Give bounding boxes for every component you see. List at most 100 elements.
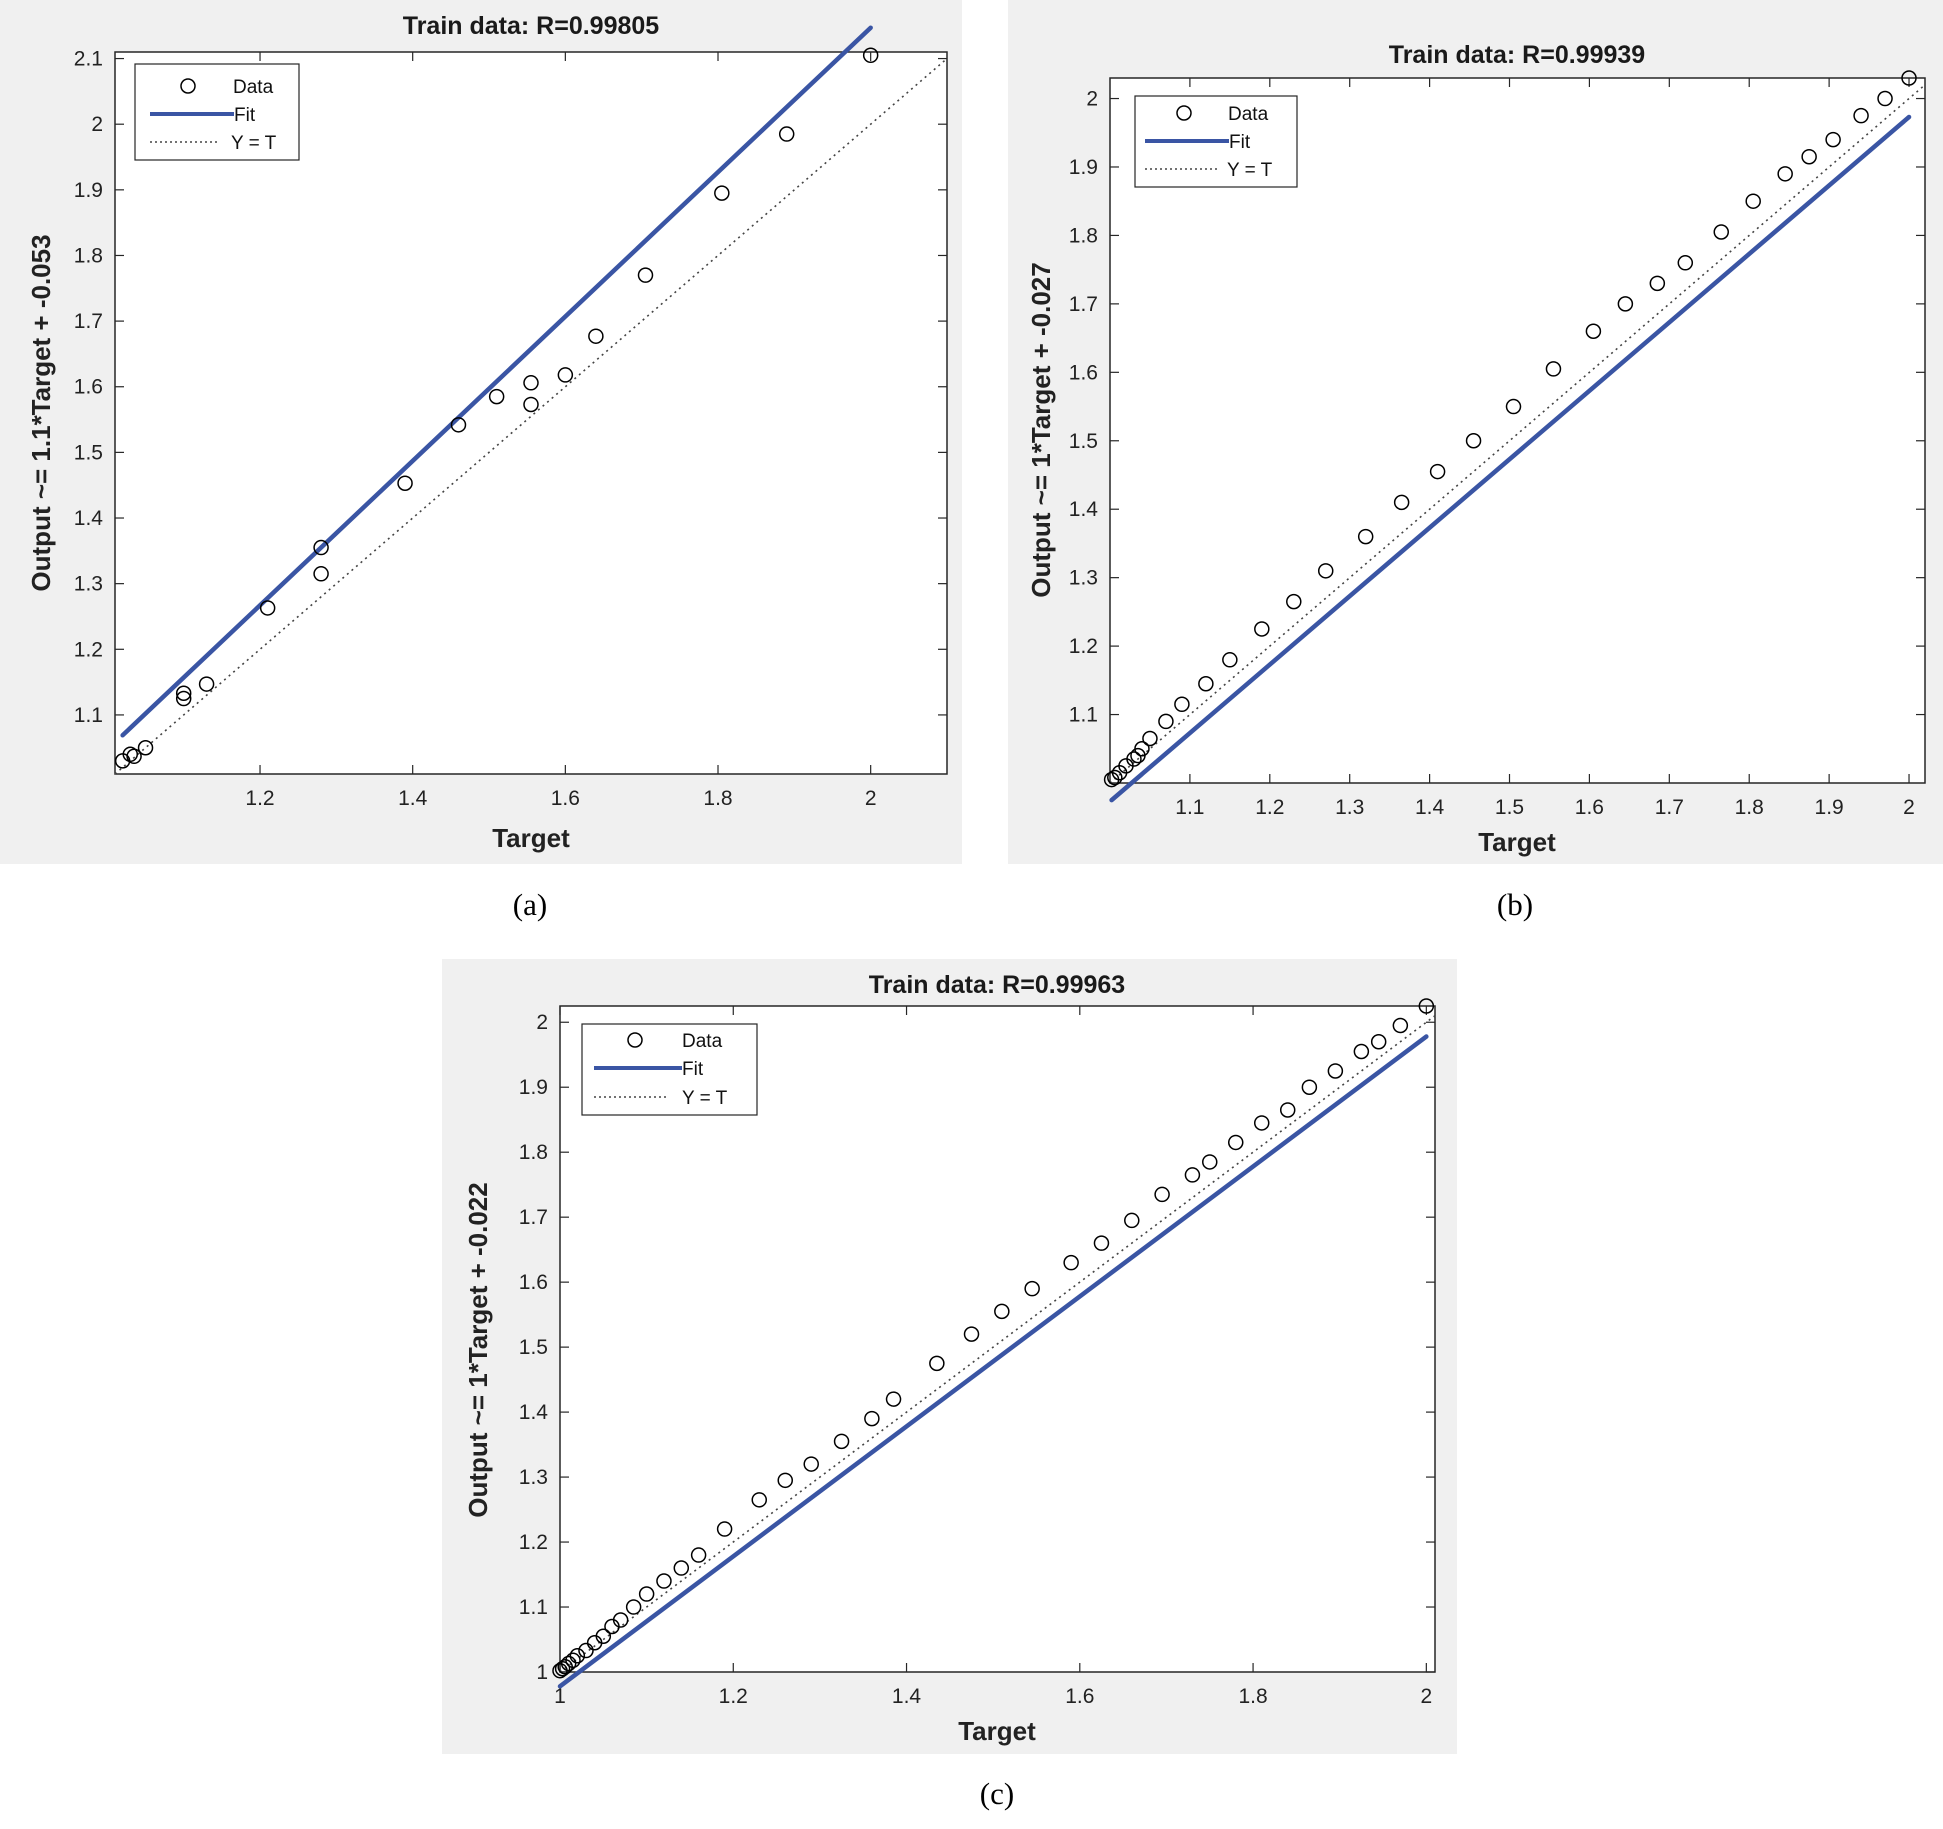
- tick-layer: 1 1.2 1.4 1.6 1.8 2 1 1.1 1.2 1.3 1.4 1.5 1.6 1.7 1.8 1…: [519, 1006, 1435, 1708]
- x-axis-label: Target: [958, 1716, 1036, 1746]
- line-layer: [1109, 84, 1926, 803]
- data-point: [885, 1391, 902, 1407]
- data-point: [637, 267, 654, 283]
- y-tick-label: 1.7: [1069, 293, 1098, 316]
- data-point: [1713, 224, 1729, 240]
- y-tick-label: 1.4: [1069, 498, 1099, 521]
- data-point: [929, 1355, 945, 1372]
- data-points: [552, 998, 1435, 1679]
- data-point: [1063, 1254, 1079, 1271]
- x-tick-label: 2: [1420, 1685, 1432, 1708]
- data-point: [777, 1472, 793, 1489]
- data-point: [625, 1599, 642, 1615]
- chart-panel-a: Train data: R=0.99805 Target Output ~= 1…: [0, 0, 962, 864]
- y-tick-label: 1.4: [519, 1401, 549, 1424]
- tick-layer: 1.2 1.4 1.6 1.8 2 1.1 1.2 1.3 1.4 1.5 1.6 1.7 1.8 1.9…: [74, 48, 947, 810]
- data-point: [578, 1642, 594, 1659]
- data-point: [1253, 1115, 1270, 1131]
- data-point: [259, 600, 276, 616]
- x-tick-label: 1.6: [1575, 796, 1604, 819]
- plot-area: [1109, 77, 1926, 784]
- data-point: [313, 539, 329, 556]
- caption-b: (b): [1497, 887, 1533, 922]
- data-point: [523, 396, 539, 413]
- data-point: [1227, 1134, 1244, 1151]
- y-tick-label: 2: [1086, 88, 1098, 111]
- chart-title: Train data: R=0.99805: [403, 12, 659, 40]
- data-point: [175, 690, 192, 707]
- x-tick-label: 1.1: [1175, 796, 1204, 819]
- x-tick-label: 1.6: [551, 787, 580, 810]
- chart-panel-c: Train data: R=0.99963 Target Output ~= 1…: [442, 959, 1457, 1754]
- data-point: [1158, 713, 1174, 730]
- y-tick-label: 1.3: [1069, 567, 1098, 590]
- data-point: [1093, 1235, 1110, 1251]
- data-point: [751, 1492, 768, 1508]
- x-tick-label: 1.7: [1655, 796, 1684, 819]
- x-tick-label: 1.5: [1495, 796, 1524, 819]
- y-tick-label: 1.9: [74, 179, 103, 202]
- y-tick-label: 1.5: [74, 441, 103, 464]
- data-point: [1357, 528, 1374, 545]
- plot-area: [114, 51, 948, 775]
- y-tick-label: 2.1: [74, 48, 103, 71]
- data-point: [1877, 90, 1893, 107]
- data-point: [1393, 494, 1410, 511]
- y-axis-label: Output ~= 1*Target + -0.027: [1026, 262, 1056, 597]
- data-point: [1198, 676, 1214, 692]
- x-tick-label: 1: [554, 1685, 566, 1708]
- legend: Data Fit Y = T: [581, 1023, 758, 1116]
- chart-title: Train data: R=0.99939: [1389, 41, 1645, 69]
- y-tick-label: 1.2: [74, 638, 103, 661]
- y-tick-label: 1.6: [74, 376, 103, 399]
- x-tick-label: 2: [865, 787, 877, 810]
- data-point: [1124, 1212, 1140, 1229]
- caption-c: (c): [980, 1776, 1014, 1811]
- legend-data-label: Data: [1228, 104, 1269, 125]
- data-point: [595, 1628, 612, 1645]
- y-tick-label: 1.7: [74, 310, 103, 333]
- line-layer: [114, 25, 948, 775]
- y-tick-label: 1.3: [74, 573, 103, 596]
- data-point: [1353, 1043, 1370, 1060]
- y-tick-label: 1.8: [1069, 224, 1098, 247]
- data-point: [1202, 1154, 1218, 1170]
- data-point: [673, 1560, 690, 1576]
- data-point: [716, 1521, 733, 1537]
- x-tick-label: 1.8: [1735, 796, 1764, 819]
- chart-title: Train data: R=0.99963: [869, 971, 1125, 999]
- data-point: [1134, 741, 1150, 757]
- data-point: [1465, 433, 1482, 449]
- data-point: [1853, 107, 1869, 124]
- data-point: [1279, 1102, 1296, 1118]
- x-tick-label: 2: [1903, 796, 1915, 819]
- y-tick-label: 1.3: [519, 1466, 548, 1489]
- x-tick-label: 1.8: [1238, 1685, 1267, 1708]
- data-point: [588, 328, 604, 344]
- y-tick-label: 1.6: [519, 1271, 548, 1294]
- tick-layer: 1.1 1.2 1.3 1.4 1.5 1.6 1.7 1.8 1.9 2 1.1 1.2 1.3 1.4…: [1069, 78, 1925, 819]
- data-point: [1418, 998, 1435, 1014]
- data-point: [397, 475, 413, 491]
- data-point: [1825, 131, 1841, 148]
- x-tick-label: 1.3: [1335, 796, 1364, 819]
- data-point: [1174, 696, 1190, 713]
- chart-panel-b: Train data: R=0.99939 Target Output ~= 1…: [1008, 0, 1943, 864]
- data-point: [560, 1655, 577, 1672]
- legend-data-label: Data: [233, 77, 274, 98]
- legend-data-marker: [1176, 105, 1192, 121]
- y-tick-label: 1.9: [1069, 156, 1098, 179]
- data-points: [1103, 70, 1917, 788]
- y-tick-label: 1.1: [1069, 704, 1098, 727]
- legend-data-marker: [627, 1032, 643, 1048]
- y-tick-label: 1.5: [519, 1336, 548, 1359]
- x-tick-label: 1.4: [1415, 796, 1445, 819]
- legend-identity-label: Y = T: [1227, 160, 1273, 181]
- y-axis-label: Output ~= 1.1*Target + -0.053: [26, 234, 56, 591]
- data-point: [690, 1547, 707, 1563]
- data-point: [1545, 361, 1562, 377]
- legend-identity-label: Y = T: [682, 1088, 728, 1109]
- data-point: [1107, 769, 1123, 786]
- data-point: [1745, 193, 1761, 209]
- y-tick-label: 1: [536, 1661, 548, 1684]
